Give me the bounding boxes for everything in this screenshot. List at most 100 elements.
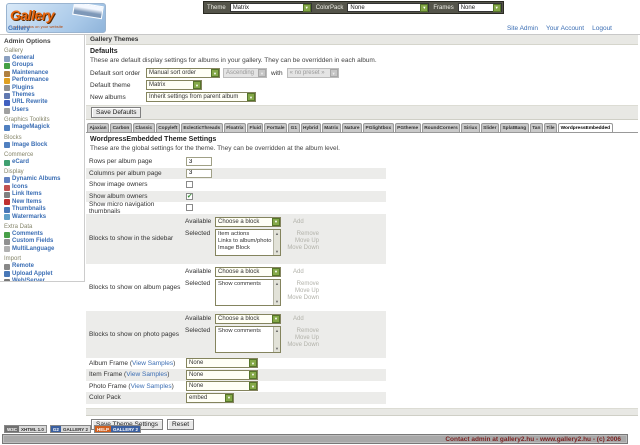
sidebar-item-remote[interactable]: Remote bbox=[4, 263, 83, 270]
photo-frame-select[interactable]: None ▼ bbox=[186, 381, 258, 392]
blocks-album-selected-list[interactable]: Show comments ▲ ▼ bbox=[215, 278, 281, 306]
gallery-logo[interactable]: Gallery your photos on your website bbox=[6, 3, 106, 33]
tab-matrix[interactable]: Matrix bbox=[321, 123, 341, 132]
tab-forsale[interactable]: ForSale bbox=[264, 123, 288, 132]
tab-siriux[interactable]: Siriux bbox=[461, 123, 480, 132]
rows-per-album-page-input[interactable] bbox=[186, 157, 212, 167]
sidebar-item-groups[interactable]: Groups bbox=[4, 62, 83, 70]
scroll-down-icon[interactable]: ▼ bbox=[275, 298, 279, 304]
photo-frame-view-samples-link[interactable]: View Samples bbox=[130, 382, 172, 390]
sidebar-item-imagemagick[interactable]: ImageMagick bbox=[4, 124, 83, 131]
tab-copyleft[interactable]: Copyleft bbox=[155, 123, 180, 132]
show-micro-nav-checkbox[interactable] bbox=[186, 204, 193, 212]
blocks-photo-selected-list[interactable]: Show comments ▲ ▼ bbox=[215, 325, 281, 353]
scroll-down-icon[interactable]: ▼ bbox=[275, 345, 279, 351]
sidebar-item-web-server[interactable]: Web/Server bbox=[4, 278, 83, 281]
item-frame-select[interactable]: None ▼ bbox=[186, 369, 258, 380]
blocks-photo-moveup-action[interactable]: Move Up bbox=[294, 334, 319, 341]
scrollbar[interactable]: ▲ ▼ bbox=[273, 229, 280, 255]
blocks-album-add-action[interactable]: Add bbox=[293, 268, 304, 275]
site-admin-link[interactable]: Site Admin bbox=[506, 25, 539, 32]
tab-pgtheme[interactable]: PGtheme bbox=[394, 123, 421, 132]
blocks-album-remove-action[interactable]: Remove bbox=[296, 280, 319, 287]
blocks-photo-available-select[interactable]: Choose a block ▼ bbox=[215, 313, 281, 324]
scroll-up-icon[interactable]: ▲ bbox=[275, 280, 279, 286]
save-defaults-button[interactable]: Save Defaults bbox=[91, 107, 142, 118]
xhtml-badge[interactable]: W3C XHTML 1.0 bbox=[4, 425, 47, 433]
color-pack-select[interactable]: embed ▼ bbox=[186, 392, 234, 403]
default-theme-select[interactable]: Matrix ▼ bbox=[146, 80, 202, 90]
sidebar-item-thumbnails[interactable]: Thumbnails bbox=[4, 206, 83, 213]
sidebar-item-custom-fields[interactable]: Custom Fields bbox=[4, 238, 83, 246]
tab-fluid[interactable]: Fluid bbox=[247, 123, 264, 132]
scroll-up-icon[interactable]: ▲ bbox=[275, 327, 279, 333]
blocks-photo-movedown-action[interactable]: Move Down bbox=[287, 341, 319, 348]
list-item[interactable]: Show comments bbox=[218, 327, 261, 334]
show-image-owners-checkbox[interactable] bbox=[186, 181, 193, 189]
tab-hybrid[interactable]: Hybrid bbox=[300, 123, 321, 132]
help-gallery-badge[interactable]: HELP GALLERY 2 bbox=[93, 425, 141, 433]
tab-g1[interactable]: G1 bbox=[288, 123, 300, 132]
tab-splatbang[interactable]: SplatBang bbox=[499, 123, 529, 132]
tab-tile[interactable]: Tile bbox=[543, 123, 558, 132]
sidebar-item-general[interactable]: General bbox=[4, 55, 83, 62]
blocks-sidebar-selected-list[interactable]: Item actions Links to album/photo peers … bbox=[215, 228, 281, 256]
sidebar-item-themes[interactable]: Themes bbox=[4, 92, 83, 99]
list-item[interactable]: Image Block bbox=[218, 244, 250, 251]
scroll-down-icon[interactable]: ▼ bbox=[275, 248, 279, 254]
sidebar-item-watermarks[interactable]: Watermarks bbox=[4, 214, 83, 221]
blocks-sidebar-movedown-action[interactable]: Move Down bbox=[287, 244, 319, 251]
show-album-owners-checkbox[interactable] bbox=[186, 192, 193, 200]
blocks-sidebar-remove-action[interactable]: Remove bbox=[296, 230, 319, 237]
tab-floatrix[interactable]: Floatrix bbox=[223, 123, 247, 132]
sidebar-item-maintenance[interactable]: Maintenance bbox=[4, 70, 83, 77]
blocks-sidebar-available-select[interactable]: Choose a block ▼ bbox=[215, 216, 281, 227]
tab-roundcorners[interactable]: RoundCorners bbox=[421, 123, 461, 132]
sidebar-item-performance[interactable]: Performance bbox=[4, 77, 83, 84]
theme-select[interactable]: Matrix ▼ bbox=[229, 3, 312, 12]
colorpack-select[interactable]: None ▼ bbox=[347, 3, 430, 12]
sidebar-item-new-items[interactable]: New Items bbox=[4, 199, 83, 206]
logout-link[interactable]: Logout bbox=[592, 25, 612, 32]
album-frame-select[interactable]: None ▼ bbox=[186, 358, 258, 369]
scroll-up-icon[interactable]: ▲ bbox=[275, 230, 279, 236]
sidebar-item-upload-applet[interactable]: Upload Applet bbox=[4, 271, 83, 278]
item-frame-view-samples-link[interactable]: View Samples bbox=[126, 371, 168, 379]
tab-classic[interactable]: Classic bbox=[132, 123, 155, 132]
tab-wordpressembedded[interactable]: WordpressEmbedded bbox=[558, 123, 613, 132]
sidebar-item-image-block[interactable]: Image Block bbox=[4, 142, 83, 149]
sidebar-item-url-rewrite[interactable]: URL Rewrite bbox=[4, 99, 83, 107]
new-albums-select[interactable]: Inherit settings from parent album ▼ bbox=[146, 92, 256, 102]
gallery-badge[interactable]: G2 GALLERY 2 bbox=[49, 425, 91, 433]
blocks-photo-remove-action[interactable]: Remove bbox=[296, 327, 319, 334]
list-item[interactable]: Links to album/photo peers bbox=[218, 237, 281, 244]
list-item[interactable]: Item actions bbox=[218, 230, 250, 237]
tab-eclecticthreads[interactable]: EclecticThreads bbox=[180, 123, 223, 132]
sort-direction-select[interactable]: Ascending ▼ bbox=[223, 68, 267, 78]
sidebar-item-icons[interactable]: Icons bbox=[4, 184, 83, 191]
tab-tan[interactable]: Tan bbox=[529, 123, 543, 132]
default-sort-order-select[interactable]: Manual sort order ▼ bbox=[146, 68, 220, 78]
your-account-link[interactable]: Your Account bbox=[546, 25, 585, 32]
reset-button[interactable]: Reset bbox=[167, 418, 195, 430]
blocks-photo-add-action[interactable]: Add bbox=[293, 315, 304, 322]
sidebar-item-ecard[interactable]: eCard bbox=[4, 159, 83, 166]
tab-slider[interactable]: Slider bbox=[480, 123, 499, 132]
blocks-sidebar-moveup-action[interactable]: Move Up bbox=[294, 237, 319, 244]
sidebar-item-link-items[interactable]: Link Items bbox=[4, 191, 83, 198]
album-frame-view-samples-link[interactable]: View Samples bbox=[132, 359, 174, 367]
columns-per-album-page-input[interactable] bbox=[186, 168, 212, 178]
list-item[interactable]: Show comments bbox=[218, 280, 261, 287]
blocks-album-available-select[interactable]: Choose a block ▼ bbox=[215, 266, 281, 277]
frames-select[interactable]: None ▼ bbox=[457, 3, 502, 12]
tab-ajaxian[interactable]: Ajaxian bbox=[87, 123, 110, 132]
breadcrumb[interactable]: Gallery bbox=[8, 25, 31, 32]
sidebar-item-users[interactable]: Users bbox=[4, 107, 83, 114]
sidebar-item-plugins[interactable]: Plugins bbox=[4, 85, 83, 92]
sidebar-item-multilanguage[interactable]: MultiLanguage bbox=[4, 246, 83, 253]
sidebar-item-dynamic-albums[interactable]: Dynamic Albums bbox=[4, 176, 83, 184]
blocks-album-movedown-action[interactable]: Move Down bbox=[287, 294, 319, 301]
tab-carbon[interactable]: Carbon bbox=[110, 123, 132, 132]
tab-nature[interactable]: Nature bbox=[341, 123, 363, 132]
scrollbar[interactable]: ▲ ▼ bbox=[273, 326, 280, 352]
